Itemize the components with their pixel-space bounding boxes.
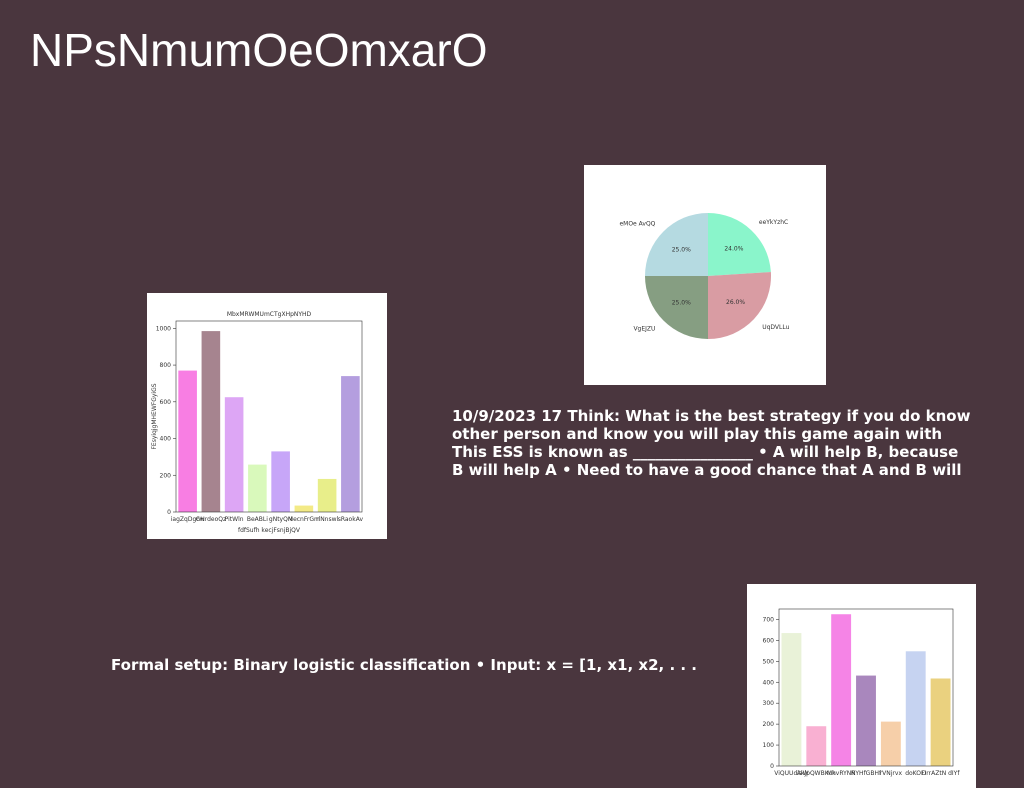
bar <box>224 397 244 512</box>
pie-slice <box>708 213 771 276</box>
slice-value: 24.0% <box>724 245 743 252</box>
y-tick-label: 200 <box>160 472 172 479</box>
y-tick-label: 100 <box>763 742 775 749</box>
x-tick-label: iagZqDgcw <box>171 516 205 523</box>
bar <box>880 721 901 766</box>
chart-title: MbxMRWMUmCTgXHpNYHD <box>227 311 312 318</box>
bar <box>248 464 267 512</box>
x-tick-label: AkjpQWBKuk <box>797 770 836 777</box>
y-tick-label: 800 <box>160 362 172 369</box>
y-tick-label: 1000 <box>156 325 171 332</box>
bar <box>905 651 926 766</box>
x-tick-label: doKOFI <box>905 770 926 777</box>
y-tick-label: 300 <box>763 700 775 707</box>
y-tick-label: 700 <box>763 616 775 623</box>
y-tick-label: 200 <box>763 721 775 728</box>
bar <box>856 675 876 766</box>
bar <box>930 678 951 766</box>
body-text: This ESS is known as ________________ • … <box>452 443 958 461</box>
x-tick-label: BeABLi <box>247 516 268 523</box>
slice-value: 25.0% <box>672 300 691 307</box>
y-tick-label: 400 <box>160 436 172 443</box>
x-tick-label: rlNnswl <box>316 516 338 523</box>
bar <box>781 633 802 766</box>
x-tick-label: NYHfGBHf <box>851 770 882 777</box>
slice-label: VgEJZU <box>633 326 655 333</box>
x-tick-label: MecnFrGm <box>288 516 320 523</box>
x-tick-label: MhvRYNR <box>827 770 856 777</box>
pie-slice <box>708 272 771 340</box>
bar <box>317 478 337 512</box>
x-tick-label: ViQUUdiaW <box>774 770 808 777</box>
slide-title: NPsNmumOeOmxarO <box>30 24 487 76</box>
x-tick-label: sRaokAv <box>338 516 364 523</box>
y-tick-label: 600 <box>763 637 775 644</box>
plot-frame <box>175 320 363 513</box>
y-tick-label: 600 <box>160 399 172 406</box>
body-text: Formal setup: Binary logistic classifica… <box>111 656 697 674</box>
slice-label: UqDVLLu <box>762 324 789 331</box>
y-tick-label: 400 <box>763 679 775 686</box>
x-tick-label: rVNjrvx <box>880 770 903 777</box>
y-tick-label: 500 <box>763 658 775 665</box>
pie-slice <box>645 213 708 276</box>
bar <box>271 451 290 512</box>
bar <box>294 505 314 512</box>
bar <box>806 726 827 766</box>
bar <box>831 614 852 766</box>
slice-label: eMOe AvQQ <box>619 220 655 227</box>
pie-slice <box>645 276 708 339</box>
x-axis-label: fdfSufh kecjFsnjBjQV <box>238 527 301 534</box>
x-tick-label: DrrAZtN dIYf <box>922 770 961 777</box>
body-text: B will help A • Need to have a good chan… <box>452 461 962 479</box>
x-tick-label: PitWln <box>225 516 244 523</box>
y-axis-label: FEsyiqjgMHEWFGyiGS <box>151 383 158 449</box>
slice-value: 26.0% <box>726 299 745 306</box>
bar <box>178 370 197 512</box>
x-tick-label: GHrdeoQz <box>196 516 227 523</box>
y-tick-label: 0 <box>167 509 171 516</box>
y-tick-label: 0 <box>770 763 774 770</box>
bar <box>341 376 360 512</box>
x-tick-label: gNtyQN <box>269 516 292 523</box>
slice-value: 25.0% <box>672 246 691 253</box>
plot-frame <box>778 608 954 767</box>
slice-label: eeYkYzhC <box>759 219 788 226</box>
body-text: 10/9/2023 17 Think: What is the best str… <box>452 407 971 425</box>
body-text: other person and know you will play this… <box>452 425 942 443</box>
bar <box>201 331 221 512</box>
